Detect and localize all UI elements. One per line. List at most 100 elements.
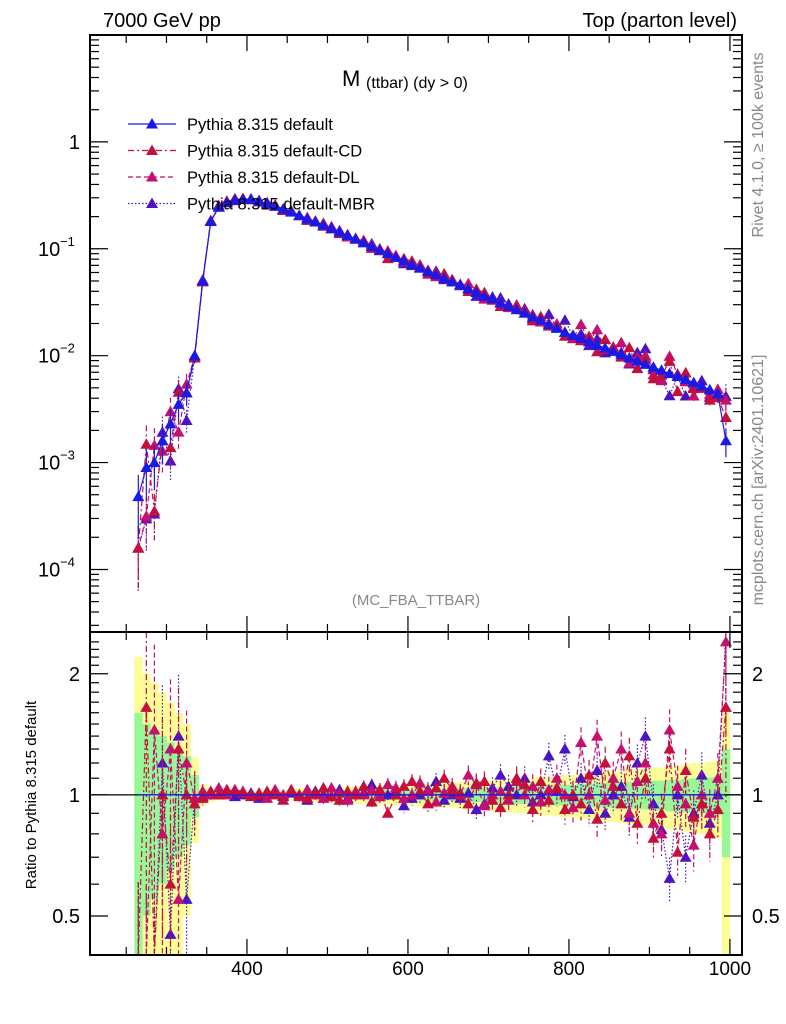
data-point bbox=[647, 372, 660, 384]
data-point bbox=[277, 203, 290, 214]
y-tick-label-base: 10 bbox=[38, 346, 60, 368]
main-line bbox=[137, 198, 727, 549]
data-point bbox=[663, 389, 676, 401]
ratio-point bbox=[172, 743, 185, 754]
ratio-point bbox=[365, 796, 378, 807]
ratio-point bbox=[317, 782, 330, 793]
ratio-point bbox=[414, 785, 427, 796]
ratio-point bbox=[381, 788, 394, 800]
data-point bbox=[244, 193, 257, 204]
ratio-point bbox=[261, 785, 274, 796]
ratio-point bbox=[277, 788, 290, 800]
ratio-point bbox=[575, 772, 588, 783]
ratio-point bbox=[148, 723, 161, 735]
data-point bbox=[703, 383, 716, 395]
ratio-point bbox=[623, 749, 636, 761]
data-point bbox=[228, 194, 241, 205]
ratio-point bbox=[711, 772, 724, 783]
ratio-point bbox=[663, 872, 676, 883]
data-point bbox=[486, 292, 499, 304]
ratio-point bbox=[301, 792, 314, 803]
ratio-point bbox=[615, 743, 628, 754]
ratio-point bbox=[566, 801, 579, 813]
ratio-point bbox=[599, 794, 612, 805]
ratio-point bbox=[373, 790, 386, 802]
ratio-point bbox=[333, 794, 346, 805]
ratio-point bbox=[542, 749, 555, 761]
data-point bbox=[671, 370, 684, 381]
ratio-point bbox=[526, 803, 539, 814]
data-point bbox=[349, 233, 362, 244]
ratio-point bbox=[180, 788, 193, 800]
data-point bbox=[317, 219, 330, 230]
data-point bbox=[253, 194, 266, 206]
data-point bbox=[341, 229, 354, 241]
data-point bbox=[534, 314, 547, 325]
data-point bbox=[663, 355, 676, 366]
data-point bbox=[583, 335, 596, 347]
ratio-point bbox=[164, 878, 177, 889]
data-point bbox=[639, 358, 652, 369]
data-point bbox=[462, 277, 475, 289]
ratio-line bbox=[137, 707, 727, 956]
data-point bbox=[591, 345, 604, 357]
ratio-point bbox=[631, 775, 644, 786]
data-point bbox=[494, 297, 507, 308]
data-point bbox=[430, 268, 443, 280]
data-point bbox=[333, 226, 346, 237]
data-point bbox=[542, 318, 555, 330]
ratio-point bbox=[494, 801, 507, 813]
ratio-point bbox=[156, 788, 169, 800]
data-point bbox=[566, 329, 579, 340]
rivet-label: Rivet 4.1.0, ≥ 100k events bbox=[750, 53, 767, 238]
data-point bbox=[550, 322, 563, 333]
data-point bbox=[518, 307, 531, 318]
ratio-point bbox=[381, 778, 394, 790]
data-point bbox=[663, 367, 676, 379]
data-point bbox=[148, 505, 161, 516]
band-inner bbox=[681, 779, 690, 813]
ratio-point bbox=[591, 730, 604, 741]
data-point bbox=[695, 374, 708, 386]
ratio-tick-label-left: 0.5 bbox=[52, 906, 80, 928]
ratio-point bbox=[462, 769, 475, 780]
ratio-point bbox=[365, 783, 378, 795]
data-point bbox=[679, 389, 692, 401]
ratio-point bbox=[196, 792, 209, 803]
data-point bbox=[542, 308, 555, 319]
legend-label: Pythia 8.315 default bbox=[187, 116, 333, 134]
legend: Pythia 8.315 default Pythia 8.315 default… bbox=[128, 116, 375, 214]
ratio-point bbox=[397, 799, 410, 811]
data-point bbox=[607, 345, 620, 356]
ratio-point bbox=[269, 788, 282, 800]
band-inner bbox=[142, 724, 151, 917]
data-point bbox=[599, 341, 612, 353]
data-point bbox=[148, 456, 161, 468]
y-tick-label-exp: −3 bbox=[60, 448, 75, 463]
data-point bbox=[164, 417, 177, 429]
legend-label: Pythia 8.315 default-MBR bbox=[187, 196, 375, 214]
data-point bbox=[671, 385, 684, 397]
ratio-point bbox=[172, 893, 185, 904]
ratio-point bbox=[261, 792, 274, 803]
data-point bbox=[140, 461, 153, 472]
data-point bbox=[172, 386, 185, 397]
ratio-point bbox=[293, 788, 306, 800]
legend-marker-icon bbox=[146, 144, 158, 155]
data-point bbox=[132, 490, 145, 502]
legend-label: Pythia 8.315 default-CD bbox=[187, 143, 362, 161]
ratio-point bbox=[583, 788, 596, 800]
ratio-point bbox=[591, 764, 604, 775]
ratio-point bbox=[647, 797, 660, 809]
ratio-frame bbox=[89, 631, 743, 956]
data-point bbox=[719, 411, 732, 423]
header-left: 7000 GeV pp bbox=[103, 10, 221, 32]
ratio-point bbox=[422, 785, 435, 796]
ratio-point bbox=[164, 928, 177, 939]
data-point bbox=[293, 209, 306, 220]
legend-label: Pythia 8.315 default-DL bbox=[187, 169, 359, 187]
title-main: M bbox=[342, 66, 360, 91]
ratio-point bbox=[220, 783, 233, 795]
ratio-point bbox=[478, 775, 491, 786]
